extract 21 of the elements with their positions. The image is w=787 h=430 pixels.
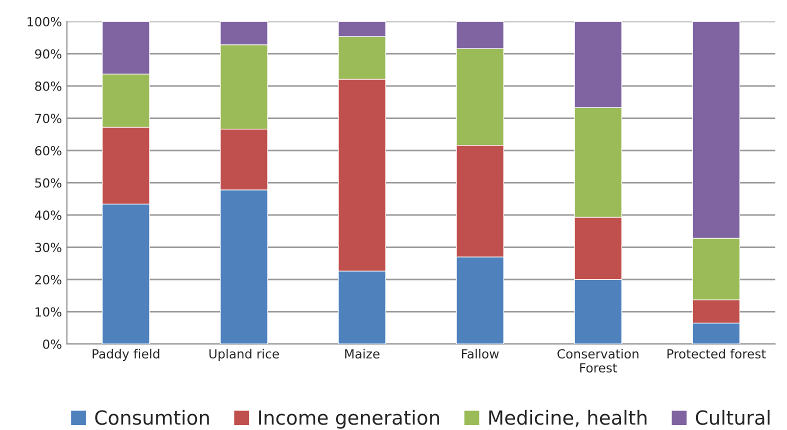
y-tick-label: 100% — [28, 16, 62, 26]
legend-label: Medicine, health — [489, 410, 646, 427]
x-tick-label: Conservation Forest — [558, 348, 638, 373]
y-tick-label: 90% — [35, 49, 62, 59]
y-tick-label: 0% — [43, 339, 62, 349]
y-tick-label: 40% — [34, 210, 62, 220]
x-tick-label: Fallow — [462, 348, 499, 359]
x-tick-label: Paddy field — [92, 348, 160, 361]
y-tick-label: 70% — [35, 114, 62, 124]
y-tick-label: 60% — [35, 146, 62, 156]
legend-label: Cultural — [696, 410, 770, 425]
y-tick-label: 50% — [35, 178, 62, 188]
x-tick-label: Maize — [345, 348, 380, 359]
y-tick-label: 20% — [35, 274, 62, 284]
y-tick-label: 10% — [36, 307, 62, 317]
x-tick-label: Protected forest — [667, 348, 766, 359]
x-tick-label: Upland rice — [209, 348, 279, 361]
legend-label: Income generation — [259, 410, 440, 429]
y-tick-label: 80% — [35, 81, 62, 91]
legend-label: Consumtion — [95, 410, 209, 425]
y-tick-label: 30% — [35, 242, 62, 252]
